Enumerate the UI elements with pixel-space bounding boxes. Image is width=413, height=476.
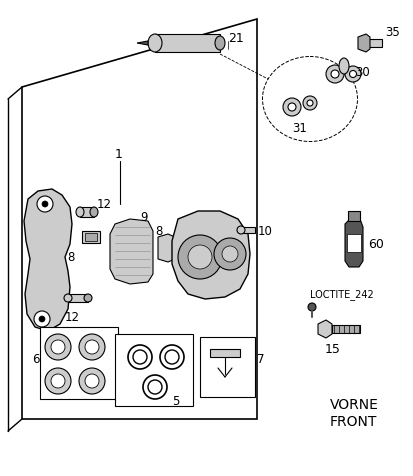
Text: 9: 9 (140, 211, 147, 224)
Circle shape (236, 227, 244, 235)
Ellipse shape (282, 99, 300, 117)
Text: 5: 5 (171, 395, 179, 407)
Text: LOCTITE_242: LOCTITE_242 (309, 289, 373, 300)
Circle shape (79, 368, 105, 394)
Circle shape (178, 236, 221, 279)
Circle shape (133, 350, 147, 364)
Circle shape (85, 374, 99, 388)
Circle shape (79, 334, 105, 360)
Circle shape (51, 340, 65, 354)
Bar (359, 40, 381, 48)
Bar (154, 35, 219, 53)
Bar (40, 327, 118, 399)
Ellipse shape (64, 294, 72, 302)
Ellipse shape (147, 35, 161, 53)
Ellipse shape (84, 294, 92, 302)
Polygon shape (22, 20, 256, 419)
Text: 1: 1 (115, 148, 123, 161)
Circle shape (39, 317, 45, 322)
Polygon shape (171, 211, 249, 299)
Ellipse shape (338, 59, 348, 75)
Ellipse shape (302, 97, 316, 111)
Circle shape (142, 375, 166, 399)
Bar (80, 208, 94, 218)
Circle shape (147, 380, 161, 394)
Circle shape (45, 334, 71, 360)
Bar (346, 235, 360, 252)
Circle shape (221, 247, 237, 262)
Bar (199, 337, 254, 397)
Bar (347, 211, 359, 221)
Circle shape (37, 197, 53, 213)
Circle shape (128, 345, 152, 369)
Circle shape (307, 303, 315, 311)
Polygon shape (344, 219, 362, 268)
Text: 60: 60 (367, 238, 383, 251)
Polygon shape (110, 219, 153, 284)
Bar (115, 334, 192, 406)
Text: 12: 12 (65, 311, 80, 324)
Polygon shape (357, 35, 369, 53)
Ellipse shape (214, 37, 224, 51)
Text: 30: 30 (354, 65, 369, 79)
Text: 8: 8 (154, 225, 162, 238)
Text: 8: 8 (67, 251, 74, 264)
Text: FRONT: FRONT (329, 414, 377, 428)
Bar (82, 231, 100, 244)
Ellipse shape (349, 71, 356, 79)
Circle shape (159, 345, 183, 369)
Text: 6: 6 (32, 353, 39, 366)
Circle shape (34, 311, 50, 327)
Ellipse shape (344, 67, 360, 83)
Text: 35: 35 (384, 25, 399, 39)
Polygon shape (317, 320, 331, 338)
Text: 21: 21 (228, 31, 243, 44)
Polygon shape (24, 189, 72, 331)
Text: VORNE: VORNE (329, 397, 378, 411)
Text: 31: 31 (291, 121, 306, 134)
Polygon shape (158, 235, 175, 262)
Ellipse shape (76, 208, 84, 218)
Circle shape (85, 340, 99, 354)
Ellipse shape (287, 104, 295, 112)
Ellipse shape (306, 101, 312, 107)
Circle shape (42, 201, 48, 208)
Bar (85, 234, 97, 241)
Bar (331, 325, 359, 333)
Text: 15: 15 (324, 343, 340, 356)
Text: 12: 12 (97, 198, 112, 211)
Bar (242, 228, 254, 234)
Bar (68, 294, 88, 302)
Ellipse shape (330, 71, 338, 79)
Circle shape (45, 368, 71, 394)
Ellipse shape (90, 208, 98, 218)
Bar (209, 349, 240, 357)
Text: 7: 7 (256, 353, 264, 366)
Ellipse shape (325, 66, 343, 84)
Circle shape (188, 246, 211, 269)
Circle shape (165, 350, 178, 364)
Polygon shape (137, 42, 147, 46)
Circle shape (51, 374, 65, 388)
Circle shape (214, 238, 245, 270)
Text: 10: 10 (257, 225, 272, 238)
